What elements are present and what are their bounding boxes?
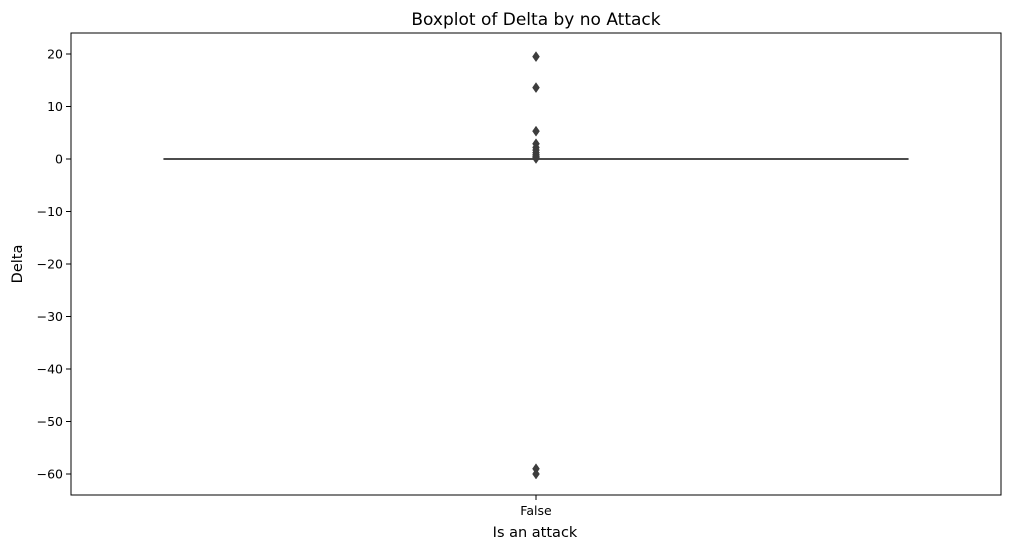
outlier-point	[532, 125, 540, 137]
y-tick-label: 0	[55, 152, 63, 167]
y-tick-label: 10	[47, 99, 63, 114]
y-axis-label: Delta	[10, 245, 26, 284]
y-tick-label: −20	[37, 257, 63, 272]
y-tick-label: 20	[47, 47, 63, 62]
y-tick-label: −40	[37, 362, 63, 377]
x-axis: False	[520, 495, 552, 518]
y-tick-label: −60	[37, 467, 63, 482]
outlier-point	[532, 468, 540, 480]
y-tick-label: −50	[37, 414, 63, 429]
x-axis-label: Is an attack	[493, 525, 578, 541]
x-tick-label: False	[520, 503, 552, 518]
outlier-point	[532, 51, 540, 63]
y-tick-label: −10	[37, 204, 63, 219]
plot-frame	[70, 32, 1002, 496]
box-series	[163, 51, 909, 480]
outlier-point	[532, 153, 540, 164]
y-axis: 20 10 0 −10 −20 −30 −40 −50 −60	[37, 47, 71, 482]
outlier-point	[532, 82, 540, 94]
y-tick-label: −30	[37, 309, 63, 324]
chart-title: Boxplot of Delta by no Attack	[411, 10, 660, 30]
